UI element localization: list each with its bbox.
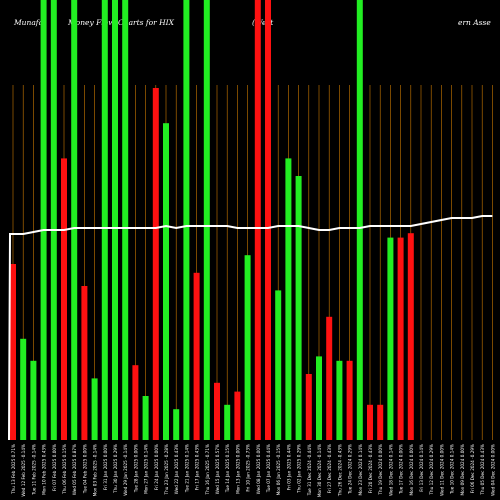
x-tick-label: Tue 04 Feb 2025 0.00% — [82, 444, 87, 494]
bar-29 — [295, 176, 302, 440]
bar-5 — [50, 0, 57, 440]
x-tick-label: Fri 13 Dec 2024 0.14% — [419, 444, 424, 492]
x-tick-label: Mon 30 Dec 2024 -0.14% — [317, 444, 322, 497]
bar-35 — [356, 0, 363, 440]
bar-3 — [30, 360, 37, 440]
bar-16 — [163, 123, 169, 440]
x-tick-label: Mon 16 Dec 2024 0.00% — [409, 444, 414, 496]
bar-9 — [91, 378, 98, 440]
bar-12 — [122, 0, 129, 440]
bar-19 — [193, 272, 200, 440]
bar-24 — [244, 255, 251, 440]
x-tick-label: Wed 15 Jan 2025 0.57% — [215, 444, 220, 494]
x-tick-label: Wed 12 Feb 2025 -0.14% — [21, 444, 26, 497]
bars — [10, 0, 414, 440]
x-tick-label: Mon 06 Jan 2025 -0.15% — [276, 444, 281, 495]
bar-18 — [183, 0, 190, 440]
x-tick-label: Thu 12 Dec 2024 0.29% — [429, 444, 434, 496]
bar-36 — [367, 404, 373, 440]
x-tick-label: Fri 06 Dec 2024 -0.29% — [470, 444, 475, 493]
x-tick-label: Thu 06 Feb 2025 0.15% — [62, 444, 67, 495]
x-tick-label: Fri 17 Jan 2025 0.43% — [195, 444, 200, 490]
x-tick-label: Thu 23 Jan 2025 -0.28% — [164, 444, 169, 495]
title-part-3: Charts for HIX — [118, 18, 174, 27]
x-tick-label: Mon 13 Jan 2025 0.00% — [235, 444, 240, 494]
x-tick-label: Mon 10 Feb 2025 0.43% — [42, 444, 47, 495]
x-tick-label: Tue 24 Dec 2024 0.29% — [348, 444, 353, 495]
bar-37 — [377, 404, 384, 440]
bar-28 — [285, 158, 292, 440]
bar-32 — [326, 316, 333, 440]
bar-38 — [387, 237, 394, 440]
x-tick-labels: Thu 13 Feb 2025 0.71% Wed 12 Feb 2025 -0.… — [11, 444, 495, 497]
bar-6 — [61, 158, 67, 440]
bar-4 — [40, 0, 47, 440]
x-tick-label: Fri 24 Jan 2025 0.00% — [154, 444, 159, 490]
price-line — [8, 215, 493, 441]
x-tick-label: Mon 27 Jan 2025 0.14% — [144, 444, 149, 494]
x-tick-label: Wed 04 Dec 2024 0.00% — [490, 444, 495, 496]
x-tick-label: Mon 09 Dec 2024 0.00% — [460, 444, 465, 496]
bar-17 — [173, 409, 180, 440]
bar-20 — [203, 0, 210, 440]
x-tick-label: Fri 07 Feb 2025 0.00% — [52, 444, 57, 491]
bar-31 — [316, 356, 322, 440]
bar-34 — [346, 360, 353, 440]
x-tick-label: Wed 05 Feb 2025 0.87% — [72, 444, 77, 495]
bar-21 — [214, 382, 220, 440]
x-tick-label: Mon 23 Dec 2024 0.14% — [358, 444, 363, 496]
x-tick-label: Tue 10 Dec 2024 0.14% — [450, 444, 455, 495]
x-tick-label: Thu 26 Dec 2024 -0.43% — [337, 444, 342, 497]
x-tick-label: Tue 11 Feb 2025 -0.14% — [31, 444, 36, 496]
x-tick-label: Thu 05 Dec 2024 0.43% — [480, 444, 485, 496]
title-part-2: Money Flow — [68, 18, 115, 27]
x-tick-label: Thu 16 Jan 2025 -0.71% — [205, 444, 210, 495]
x-tick-label: Wed 29 Jan 2025 -0.14% — [123, 444, 128, 496]
x-tick-label: Thu 13 Feb 2025 0.71% — [11, 444, 16, 495]
x-tick-label: Tue 17 Dec 2024 0.00% — [399, 444, 404, 495]
x-tick-label: Fri 20 Dec 2024 -0.43% — [368, 444, 373, 493]
x-tick-label: Thu 19 Dec 2024 0.00% — [378, 444, 383, 496]
x-tick-label: Thu 02 Jan 2025 0.29% — [297, 444, 302, 494]
bar-13 — [132, 365, 139, 440]
bar-8 — [81, 286, 88, 440]
title-part-1: Munafa — [14, 18, 44, 27]
price-line-path — [8, 215, 493, 441]
x-tick-label: Tue 28 Jan 2025 0.00% — [133, 444, 138, 493]
bar-15 — [152, 88, 159, 440]
x-tick-label: Tue 31 Dec 2024 -0.44% — [307, 444, 312, 496]
bar-33 — [336, 360, 343, 440]
bar-30 — [305, 374, 312, 440]
bar-26 — [265, 0, 271, 440]
bar-22 — [224, 404, 231, 440]
x-tick-label: Tue 21 Jan 2025 0.14% — [184, 444, 189, 493]
title-part-5: ern Asse — [458, 18, 491, 27]
x-tick-label: Wed 11 Dec 2024 0.00% — [439, 444, 444, 496]
x-tick-label: Thu 30 Jan 2025 0.29% — [113, 444, 118, 494]
bar-7 — [71, 0, 78, 440]
chart-title: Munafa Money Flow Charts for HIX (West e… — [0, 0, 500, 30]
x-tick-label: Wed 22 Jan 2025 0.43% — [174, 444, 179, 494]
x-tick-label: Tue 07 Jan 2025 0.44% — [266, 444, 271, 493]
x-tick-label: Fri 10 Jan 2025 -0.73% — [246, 444, 251, 492]
bar-14 — [142, 396, 149, 440]
bar-11 — [112, 0, 118, 440]
x-tick-label: Tue 14 Jan 2025 0.15% — [225, 444, 230, 493]
bar-25 — [254, 0, 261, 440]
x-tick-label: Fri 27 Dec 2024 -0.43% — [327, 444, 332, 493]
bar-1 — [10, 264, 16, 440]
x-tick-label: Wed 18 Dec 2024 0.14% — [388, 444, 393, 496]
bar-10 — [101, 0, 108, 440]
title-part-4: (West — [252, 18, 274, 27]
bar-27 — [275, 290, 282, 440]
x-tick-label: Mon 03 Feb 2025 -0.14% — [93, 444, 98, 496]
x-tick-label: Fri 31 Jan 2025 0.00% — [103, 444, 108, 490]
bar-2 — [20, 338, 27, 440]
x-tick-label: Fri 03 Jan 2025 0.44% — [286, 444, 291, 490]
bar-39 — [397, 237, 404, 440]
x-tick-label: Wed 08 Jan 2025 0.00% — [256, 444, 261, 494]
bar-40 — [407, 233, 414, 440]
bar-23 — [234, 391, 241, 440]
